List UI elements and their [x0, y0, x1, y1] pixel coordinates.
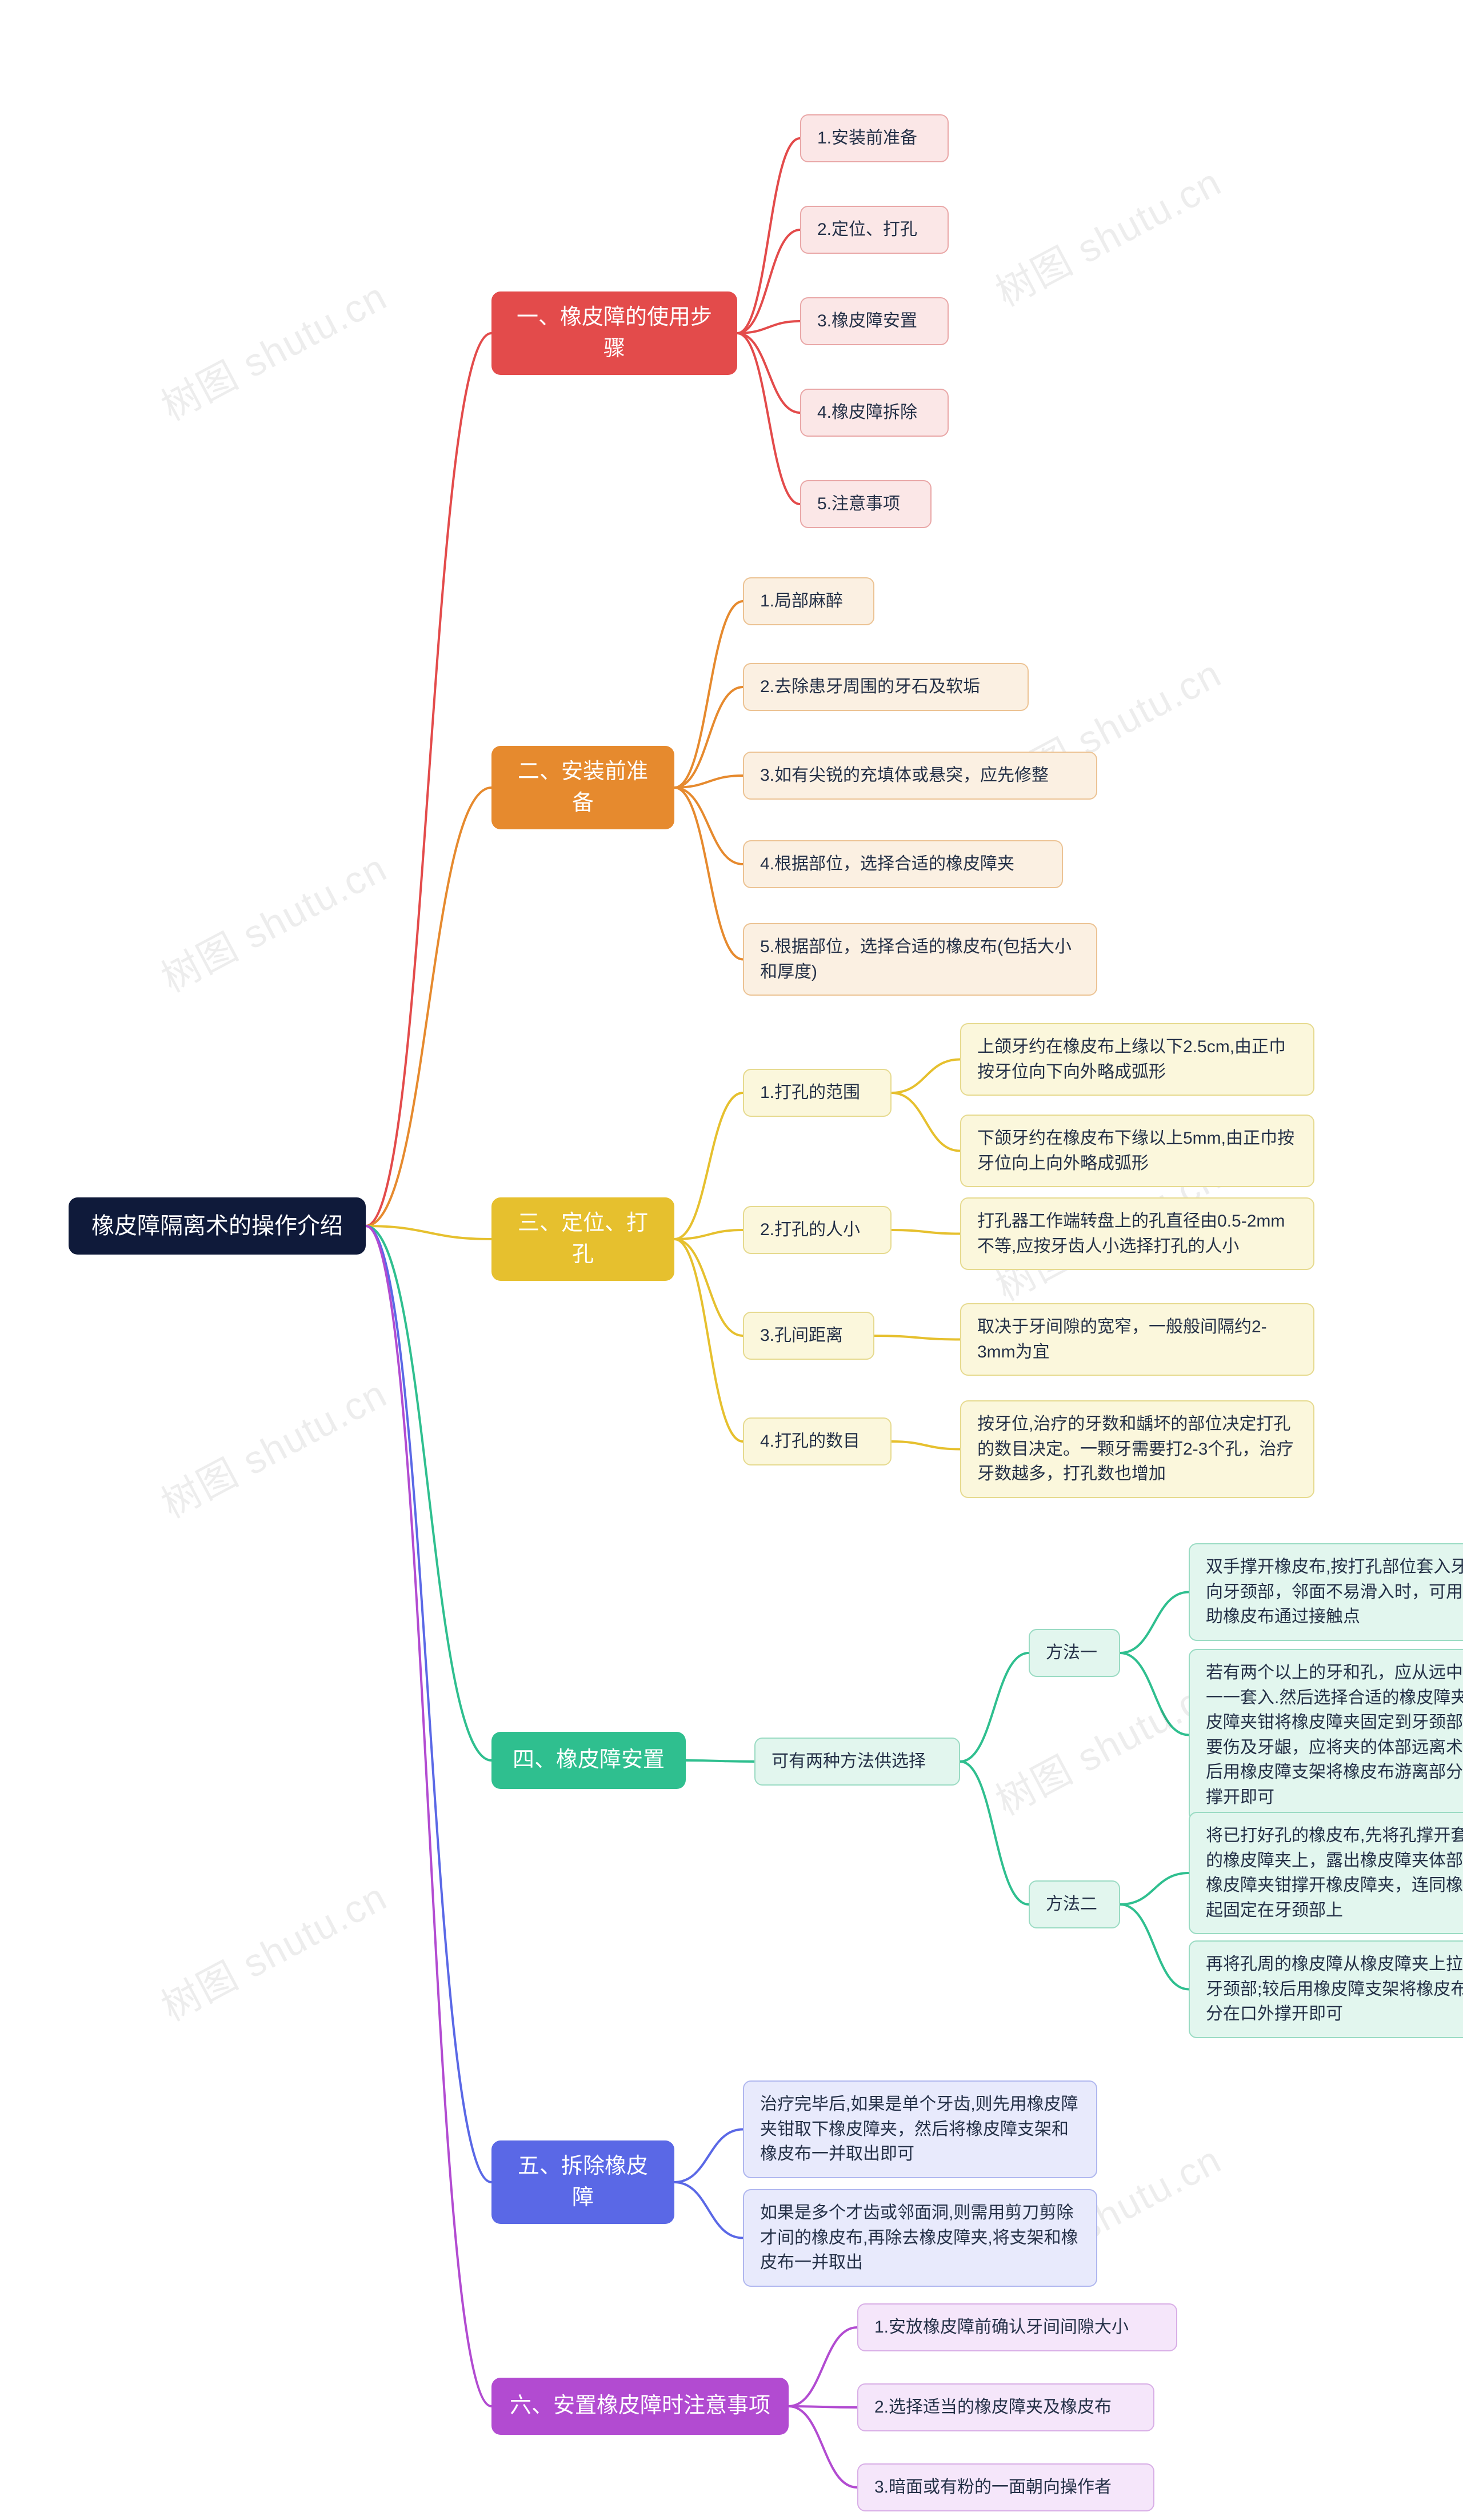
node-label: 3.如有尖锐的充填体或悬突，应先修整 [760, 763, 1049, 788]
node-b1c2[interactable]: 2.定位、打孔 [800, 206, 949, 254]
node-label: 一、橡皮障的使用步骤 [507, 302, 721, 365]
node-b3c2a[interactable]: 打孔器工作端转盘上的孔直径由0.5-2mm不等,应按牙齿人小选择打孔的人小 [960, 1197, 1314, 1270]
node-label: 上颌牙约在橡皮布上缘以下2.5cm,由正巾按牙位向下向外略成弧形 [977, 1035, 1297, 1084]
node-b3c1[interactable]: 1.打孔的范围 [743, 1069, 892, 1117]
node-label: 4.打孔的数目 [760, 1429, 860, 1454]
node-b1[interactable]: 一、橡皮障的使用步骤 [491, 291, 737, 375]
node-label: 二、安装前准备 [507, 756, 658, 819]
node-b2c1[interactable]: 1.局部麻醉 [743, 577, 874, 625]
node-label: 3.孔间距离 [760, 1323, 843, 1348]
node-label: 1.打孔的范围 [760, 1080, 860, 1105]
node-b5c1[interactable]: 治疗完毕后,如果是单个牙齿,则先用橡皮障夹钳取下橡皮障夹，然后将橡皮障支架和橡皮… [743, 2080, 1097, 2178]
node-b3c2[interactable]: 2.打孔的人小 [743, 1206, 892, 1254]
node-b2c3[interactable]: 3.如有尖锐的充填体或悬突，应先修整 [743, 752, 1097, 800]
node-label: 五、拆除橡皮障 [507, 2151, 658, 2214]
node-b4c1a2[interactable]: 若有两个以上的牙和孔，应从远中向近中一一套入.然后选择合适的橡皮障夹,并用橡皮障… [1189, 1649, 1463, 1821]
node-label: 双手撑开橡皮布,按打孔部位套入牙齿并推向牙颈部，邻面不易滑入时，可用牙线帮助橡皮… [1206, 1555, 1463, 1630]
node-b4c1b[interactable]: 方法二 [1029, 1880, 1120, 1928]
node-label: 4.根据部位，选择合适的橡皮障夹 [760, 852, 1014, 877]
node-b5[interactable]: 五、拆除橡皮障 [491, 2140, 674, 2224]
node-root[interactable]: 橡皮障隔离术的操作介绍 [69, 1197, 366, 1255]
node-label: 三、定位、打孔 [507, 1208, 658, 1271]
node-label: 治疗完毕后,如果是单个牙齿,则先用橡皮障夹钳取下橡皮障夹，然后将橡皮障支架和橡皮… [760, 2092, 1080, 2167]
node-b1c4[interactable]: 4.橡皮障拆除 [800, 389, 949, 437]
node-b4c1[interactable]: 可有两种方法供选择 [754, 1738, 960, 1786]
node-b6c1[interactable]: 1.安放橡皮障前确认牙间间隙大小 [857, 2303, 1177, 2351]
node-b3[interactable]: 三、定位、打孔 [491, 1197, 674, 1281]
node-label: 再将孔周的橡皮障从橡皮障夹上拉下套入牙颈部;较后用橡皮障支架将橡皮布游离部分在口… [1206, 1952, 1463, 2027]
watermark: 树图 shutu.cn [150, 1363, 395, 1529]
node-label: 将已打好孔的橡皮布,先将孔撑开套在合适的橡皮障夹上，露出橡皮障夹体部;然后用橡皮… [1206, 1823, 1463, 1923]
node-label: 1.安放橡皮障前确认牙间间隙大小 [874, 2315, 1129, 2340]
node-b2c5[interactable]: 5.根据部位，选择合适的橡皮布(包括大小和厚度) [743, 923, 1097, 996]
node-b2c4[interactable]: 4.根据部位，选择合适的橡皮障夹 [743, 840, 1063, 888]
node-b4c1b1[interactable]: 将已打好孔的橡皮布,先将孔撑开套在合适的橡皮障夹上，露出橡皮障夹体部;然后用橡皮… [1189, 1812, 1463, 1934]
node-label: 可有两种方法供选择 [772, 1749, 926, 1774]
node-b6c2[interactable]: 2.选择适当的橡皮障夹及橡皮布 [857, 2383, 1154, 2431]
node-b6[interactable]: 六、安置橡皮障时注意事项 [491, 2378, 789, 2435]
node-label: 取决于牙间隙的宽窄，一般般间隔约2-3mm为宜 [977, 1315, 1297, 1364]
node-b4c1a1[interactable]: 双手撑开橡皮布,按打孔部位套入牙齿并推向牙颈部，邻面不易滑入时，可用牙线帮助橡皮… [1189, 1543, 1463, 1641]
node-b3c1b[interactable]: 下颌牙约在橡皮布下缘以上5mm,由正巾按牙位向上向外略成弧形 [960, 1115, 1314, 1187]
node-label: 下颌牙约在橡皮布下缘以上5mm,由正巾按牙位向上向外略成弧形 [977, 1126, 1297, 1176]
node-label: 1.局部麻醉 [760, 589, 843, 614]
node-label: 橡皮障隔离术的操作介绍 [91, 1209, 343, 1243]
node-b2[interactable]: 二、安装前准备 [491, 746, 674, 829]
node-label: 2.打孔的人小 [760, 1217, 860, 1243]
node-b3c3a[interactable]: 取决于牙间隙的宽窄，一般般间隔约2-3mm为宜 [960, 1303, 1314, 1376]
node-b4[interactable]: 四、橡皮障安置 [491, 1732, 686, 1789]
node-label: 3.橡皮障安置 [817, 309, 917, 334]
mindmap-canvas: 橡皮障隔离术的操作介绍树图 shutu.cn树图 shutu.cn树图 shut… [0, 0, 1463, 2520]
node-b1c5[interactable]: 5.注意事项 [800, 480, 932, 528]
node-label: 打孔器工作端转盘上的孔直径由0.5-2mm不等,应按牙齿人小选择打孔的人小 [977, 1209, 1297, 1259]
node-b6c3[interactable]: 3.暗面或有粉的一面朝向操作者 [857, 2463, 1154, 2511]
node-label: 如果是多个才齿或邻面洞,则需用剪刀剪除才间的橡皮布,再除去橡皮障夹,将支架和橡皮… [760, 2200, 1080, 2275]
watermark: 树图 shutu.cn [150, 1866, 395, 2032]
node-b4c1b2[interactable]: 再将孔周的橡皮障从橡皮障夹上拉下套入牙颈部;较后用橡皮障支架将橡皮布游离部分在口… [1189, 1940, 1463, 2038]
watermark: 树图 shutu.cn [150, 265, 395, 432]
node-label: 2.去除患牙周围的牙石及软垢 [760, 674, 980, 700]
node-label: 若有两个以上的牙和孔，应从远中向近中一一套入.然后选择合适的橡皮障夹,并用橡皮障… [1206, 1660, 1463, 1810]
node-label: 2.选择适当的橡皮障夹及橡皮布 [874, 2395, 1112, 2420]
node-label: 5.注意事项 [817, 492, 900, 517]
node-label: 方法二 [1046, 1892, 1097, 1917]
node-label: 4.橡皮障拆除 [817, 400, 917, 425]
node-b3c4[interactable]: 4.打孔的数目 [743, 1417, 892, 1465]
node-label: 5.根据部位，选择合适的橡皮布(包括大小和厚度) [760, 934, 1080, 984]
node-b5c2[interactable]: 如果是多个才齿或邻面洞,则需用剪刀剪除才间的橡皮布,再除去橡皮障夹,将支架和橡皮… [743, 2189, 1097, 2287]
watermark: 树图 shutu.cn [984, 151, 1230, 317]
node-b3c4a[interactable]: 按牙位,治疗的牙数和龋坏的部位决定打孔的数目决定。一颗牙需要打2-3个孔，治疗牙… [960, 1400, 1314, 1498]
node-b1c3[interactable]: 3.橡皮障安置 [800, 297, 949, 345]
node-label: 按牙位,治疗的牙数和龋坏的部位决定打孔的数目决定。一颗牙需要打2-3个孔，治疗牙… [977, 1412, 1297, 1487]
node-b1c1[interactable]: 1.安装前准备 [800, 114, 949, 162]
node-label: 2.定位、打孔 [817, 217, 917, 242]
node-b4c1a[interactable]: 方法一 [1029, 1629, 1120, 1677]
node-b3c1a[interactable]: 上颌牙约在橡皮布上缘以下2.5cm,由正巾按牙位向下向外略成弧形 [960, 1023, 1314, 1096]
node-label: 1.安装前准备 [817, 126, 917, 151]
watermark: 树图 shutu.cn [150, 837, 395, 1003]
node-label: 四、橡皮障安置 [513, 1744, 665, 1776]
node-b3c3[interactable]: 3.孔间距离 [743, 1312, 874, 1360]
node-b2c2[interactable]: 2.去除患牙周围的牙石及软垢 [743, 663, 1029, 711]
node-label: 六、安置橡皮障时注意事项 [510, 2390, 770, 2422]
node-label: 3.暗面或有粉的一面朝向操作者 [874, 2475, 1112, 2500]
node-label: 方法一 [1046, 1640, 1097, 1666]
